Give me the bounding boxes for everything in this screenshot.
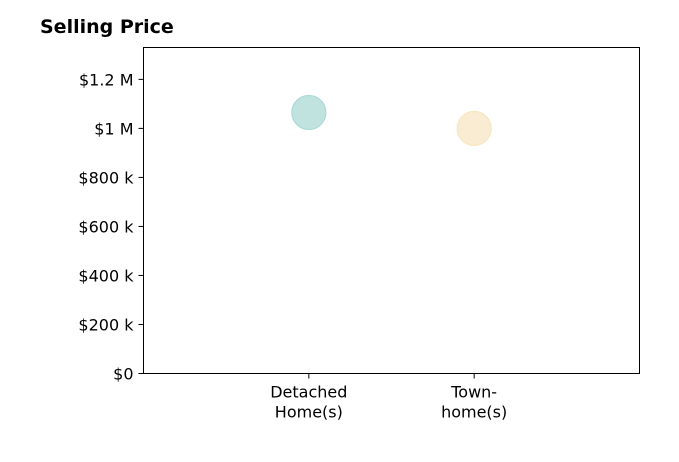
plot-frame [143, 47, 640, 374]
y-tick-label: $0 [113, 365, 133, 384]
data-point [456, 110, 492, 146]
x-tick-label: Home(s) [275, 403, 343, 422]
y-axis: $0 $200 k $400 k $600 k $800 k $1 M $1.2 M [78, 70, 144, 384]
y-tick-label: $200 k [78, 315, 134, 334]
x-tick-label: Detached [270, 383, 347, 402]
x-tick-label: home(s) [441, 403, 507, 422]
chart-title: Selling Price [40, 16, 174, 38]
y-tick-label: $1.2 M [79, 70, 134, 89]
y-tick-label: $800 k [78, 168, 134, 187]
y-tick-label: $1 M [94, 119, 133, 138]
x-tick-label: Town- [450, 383, 497, 402]
data-point [291, 94, 327, 131]
y-tick-label: $400 k [78, 266, 134, 285]
y-tick-label: $600 k [78, 217, 134, 236]
data-points [291, 94, 492, 146]
